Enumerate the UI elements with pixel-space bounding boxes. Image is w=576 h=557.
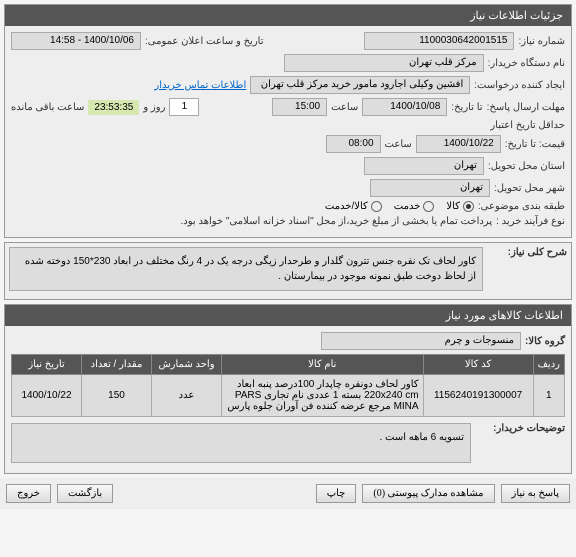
cell-name: کاور لحاف دونفره چاپدار 100درصد پنبه ابع… [222,375,424,417]
need-desc-panel: شرح کلی نیاز: کاور لحاف تک نفره جنس تترو… [4,242,572,300]
category-label: طبقه بندی موضوعی: [478,201,565,212]
col-code: کد کالا [423,355,533,375]
exit-button[interactable]: خروج [6,484,51,503]
radio-goods-circle [463,201,474,212]
radio-service-label: خدمت [394,201,421,212]
buyer-notes: تسویه 6 ماهه است . [11,423,471,463]
table-header-row: ردیف کد کالا نام کالا واحد شمارش مقدار /… [12,355,565,375]
items-table: ردیف کد کالا نام کالا واحد شمارش مقدار /… [11,354,565,417]
col-row: ردیف [533,355,564,375]
group-label: گروه کالا: [525,336,565,347]
cell-date: 1400/10/22 [12,375,82,417]
validity-label2: قیمت: تا تاریخ: [505,139,565,150]
reply-button[interactable]: پاسخ به نیاز [501,484,571,503]
need-no-value: 1100030642001515 [364,32,514,50]
days-remaining: 1 [169,98,199,116]
desc-label: شرح کلی نیاز: [487,247,567,258]
col-unit: واحد شمارش [152,355,222,375]
city-value: تهران [370,179,490,197]
buyer-label: نام دستگاه خریدار: [488,58,565,69]
deadline-until-label: تا تاریخ: [451,102,482,113]
col-qty: مقدار / تعداد [82,355,152,375]
radio-goods[interactable]: کالا [446,201,474,212]
back-button[interactable]: بازگشت [57,484,113,503]
need-no-label: شماره نیاز: [518,36,565,47]
contact-link[interactable]: اطلاعات تماس خریدار [154,80,246,91]
radio-both[interactable]: کالا/خدمت [325,201,382,212]
requester-label: ایجاد کننده درخواست: [474,80,565,91]
panel2-body: شرح کلی نیاز: کاور لحاف تک نفره جنس تترو… [5,243,571,299]
panel1-header: جزئیات اطلاعات نیاز [5,5,571,26]
deadline-label: مهلت ارسال پاسخ: [487,102,565,113]
announce-value: 1400/10/06 - 14:58 [11,32,141,50]
radio-both-label: کالا/خدمت [325,201,368,212]
day-label: روز و [143,102,165,113]
panel1-body: شماره نیاز: 1100030642001515 تاریخ و ساع… [5,26,571,237]
button-row: پاسخ به نیاز مشاهده مدارک پیوستی (0) چاپ… [0,478,576,509]
remain-label: ساعت باقی مانده [11,102,84,113]
panel3-header: اطلاعات کالاهای مورد نیاز [5,305,571,326]
attachments-button[interactable]: مشاهده مدارک پیوستی (0) [362,484,494,503]
time-label-2: ساعت [385,139,412,150]
desc-text: کاور لحاف تک نفره جنس تترون گلدار و طرحد… [9,247,483,291]
radio-goods-label: کالا [446,201,460,212]
buy-type-label: نوع فرآیند خرید : [496,216,565,227]
need-details-panel: جزئیات اطلاعات نیاز شماره نیاز: 11000306… [4,4,572,238]
cell-unit: عدد [152,375,222,417]
buyer-notes-label: توضیحات خریدار: [475,423,565,434]
time-label-1: ساعت [331,102,358,113]
d1-time: 15:00 [272,98,327,116]
cell-code: 1156240191300007 [423,375,533,417]
radio-both-circle [371,201,382,212]
d1-date: 1400/10/08 [362,98,447,116]
buyer-value: مرکز قلب تهران [284,54,484,72]
city-label: شهر محل تحویل: [494,183,565,194]
table-row: 1 1156240191300007 کاور لحاف دونفره چاپد… [12,375,565,417]
cell-qty: 150 [82,375,152,417]
d2-time: 08:00 [326,135,381,153]
group-value: منسوجات و چرم [321,332,521,350]
announce-label: تاریخ و ساعت اعلان عمومی: [145,36,264,47]
col-date: تاریخ نیاز [12,355,82,375]
province-value: تهران [364,157,484,175]
radio-service-circle [423,201,434,212]
col-name: نام کالا [222,355,424,375]
countdown: 23:53:35 [88,100,139,115]
requester-value: افشین وکیلی اجارود مامور خرید مرکز قلب ت… [250,76,470,94]
panel3-body: گروه کالا: منسوجات و چرم ردیف کد کالا نا… [5,326,571,473]
print-button[interactable]: چاپ [316,484,357,503]
validity-label: حداقل تاریخ اعتبار [490,120,565,131]
buy-note: پرداخت تمام یا بخشی از مبلغ خرید،از محل … [11,216,492,227]
category-radio-group: کالا خدمت کالا/خدمت [325,201,474,212]
radio-service[interactable]: خدمت [394,201,435,212]
cell-row: 1 [533,375,564,417]
province-label: استان محل تحویل: [488,161,565,172]
items-panel: اطلاعات کالاهای مورد نیاز گروه کالا: منس… [4,304,572,474]
d2-date: 1400/10/22 [416,135,501,153]
